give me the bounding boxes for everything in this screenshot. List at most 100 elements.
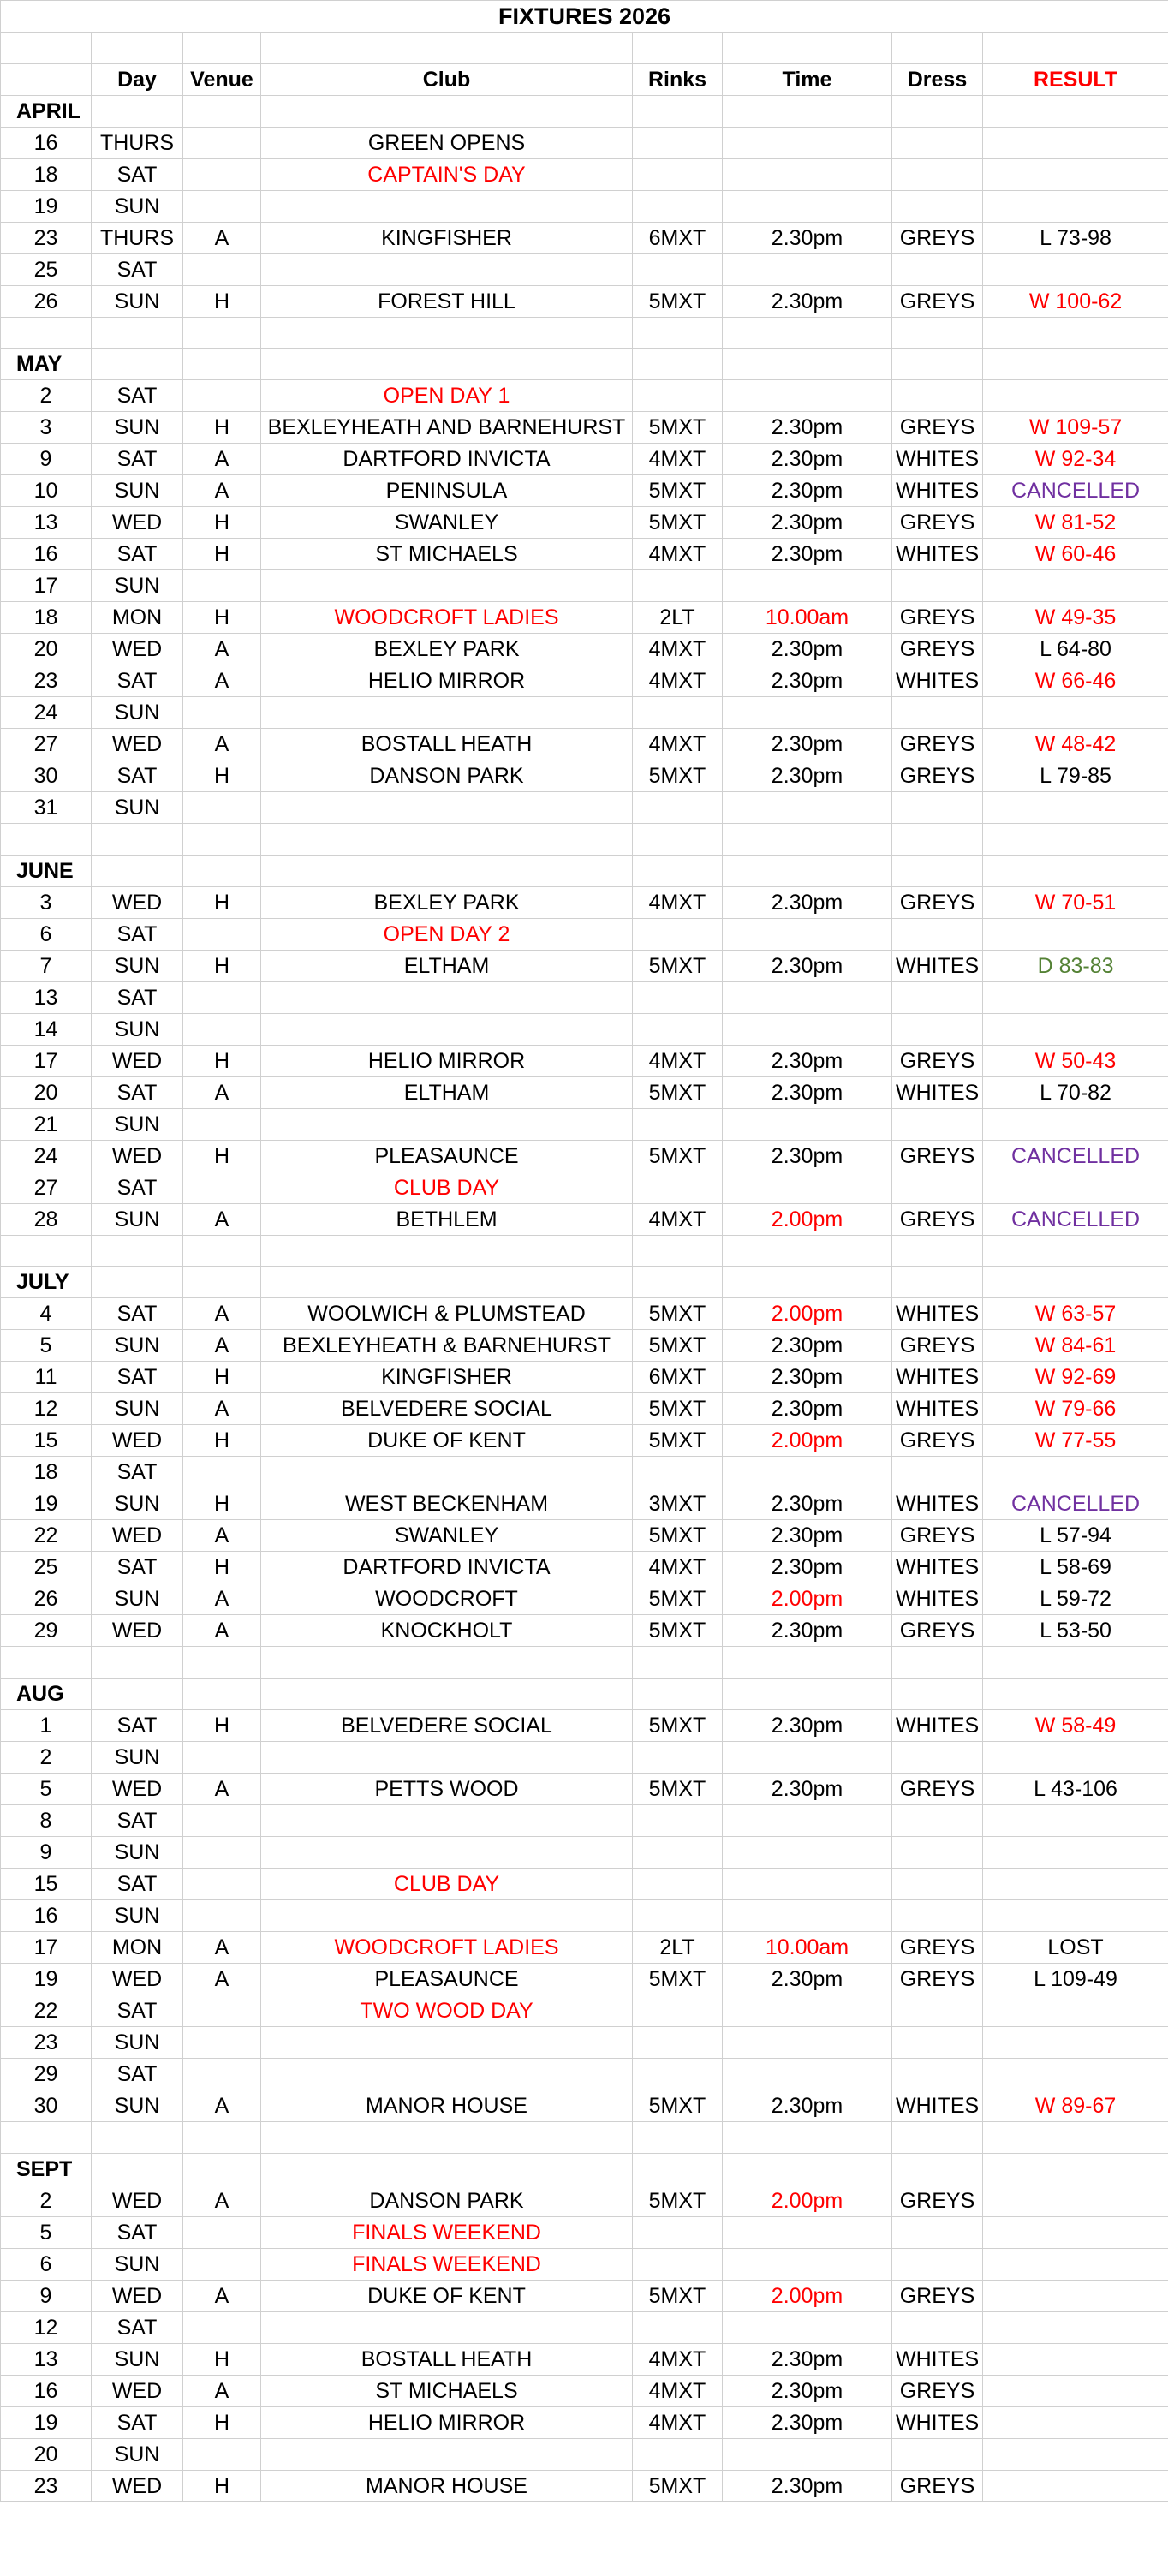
fixture-row: 20 WED A BEXLEY PARK 4MXT 2.30pm GREYS L 64-80 [0,633,1168,666]
venue-cell [182,379,261,413]
result-cell: W 63-57 [981,1297,1168,1331]
club-cell [260,1740,633,1774]
dress-cell [891,1012,983,1046]
header-rinks: Rinks [632,63,723,96]
venue-cell [182,569,261,603]
time-cell: 2.30pm [722,1392,892,1426]
venue-cell: A [182,221,261,254]
fixture-row: 5 SAT FINALS WEEKEND [0,2215,1168,2249]
time-cell [722,316,892,349]
club-cell: OPEN DAY 1 [260,379,633,413]
month-row: JUNE [0,854,1168,887]
month: JULY [0,1266,92,1299]
time-cell [722,696,892,730]
date-cell: 16 [0,1899,92,1932]
club-cell [260,791,633,825]
club-cell: SWANLEY [260,1519,633,1553]
day-cell: SAT [91,1708,183,1742]
time-cell: 10.00am [722,1930,892,1964]
date-cell: 31 [0,791,92,825]
venue-cell: A [182,1772,261,1805]
day-cell: SUN [91,1583,183,1616]
result-cell: W 66-46 [981,665,1168,698]
date-cell: 16 [0,126,92,159]
club-cell: CAPTAIN'S DAY [260,158,633,191]
result-cell: L 43-106 [981,1772,1168,1805]
venue-cell: H [182,886,261,919]
time-cell [722,126,892,159]
result-cell: W 58-49 [981,1708,1168,1742]
dress-cell [891,823,983,856]
dress-cell: GREYS [891,1139,983,1172]
result-cell [981,1646,1168,1679]
day-cell: SAT [91,253,183,286]
venue-cell: A [182,2374,261,2407]
time-cell: 2.30pm [722,886,892,919]
day-cell: WED [91,633,183,666]
result-cell [981,2025,1168,2059]
rinks-cell: 4MXT [632,2342,723,2376]
rinks-cell: 2LT [632,601,723,635]
fixture-row: 23 SAT A HELIO MIRROR 4MXT 2.30pm WHITES W 66-4… [0,665,1168,698]
day-cell: MON [91,601,183,635]
date-cell [0,2120,92,2154]
result-cell: L 70-82 [981,1076,1168,1109]
venue-cell: A [182,1329,261,1363]
rinks-cell: 5MXT [632,2469,723,2502]
rinks-cell [632,1012,723,1046]
day-cell: WED [91,1044,183,1077]
result-cell: L 53-50 [981,1614,1168,1648]
rinks-cell [632,1899,723,1932]
fixture-row: 13 WED H SWANLEY 5MXT 2.30pm GREYS W 81-52 [0,506,1168,540]
time-cell: 2.30pm [722,284,892,318]
dress-cell: GREYS [891,2184,983,2217]
day-cell: SUN [91,2089,183,2122]
date-cell: 18 [0,1456,92,1489]
dress-cell: GREYS [891,1772,983,1805]
result-cell: W 49-35 [981,601,1168,635]
dress-cell: GREYS [891,633,983,666]
day-cell: WED [91,1424,183,1458]
rinks-cell [632,1234,723,1267]
day-cell: WED [91,1772,183,1805]
club-cell: CLUB DAY [260,1171,633,1204]
day-cell [91,94,183,128]
venue-cell [182,2247,261,2281]
day-cell: SAT [91,1456,183,1489]
day-cell: WED [91,728,183,761]
dress-cell [891,2215,983,2249]
day-cell: SAT [91,665,183,698]
result-cell: CANCELLED [981,1139,1168,1172]
day-cell: WED [91,1139,183,1172]
club-cell: WOODCROFT LADIES [260,601,633,635]
venue-cell [182,2057,261,2090]
fixture-row: 2 WED A DANSON PARK 5MXT 2.00pm GREYS [0,2184,1168,2217]
time-cell [722,1266,892,1299]
date-cell: 2 [0,379,92,413]
club-cell: PENINSULA [260,474,633,508]
rinks-cell [632,348,723,381]
time-cell [722,189,892,223]
dress-cell: GREYS [891,1962,983,1995]
date-cell [0,1234,92,1267]
dress-cell [891,316,983,349]
time-cell: 2.30pm [722,2406,892,2439]
dress-cell [891,1994,983,2027]
club-cell [260,1234,633,1267]
result-cell [981,1234,1168,1267]
day-cell: SUN [91,1202,183,1236]
venue-cell: A [182,1519,261,1553]
blank-row [0,2120,1168,2154]
result-cell [981,2437,1168,2471]
venue-cell: A [182,443,261,476]
day-cell: SUN [91,1740,183,1774]
day-cell: THURS [91,221,183,254]
day-cell: SAT [91,1361,183,1394]
rinks-cell [632,1646,723,1679]
venue-cell [182,158,261,191]
club-cell [260,981,633,1014]
rinks-cell [632,253,723,286]
club-cell: WOODCROFT LADIES [260,1930,633,1964]
time-cell [722,2215,892,2249]
fixture-row: 18 SAT [0,1456,1168,1489]
